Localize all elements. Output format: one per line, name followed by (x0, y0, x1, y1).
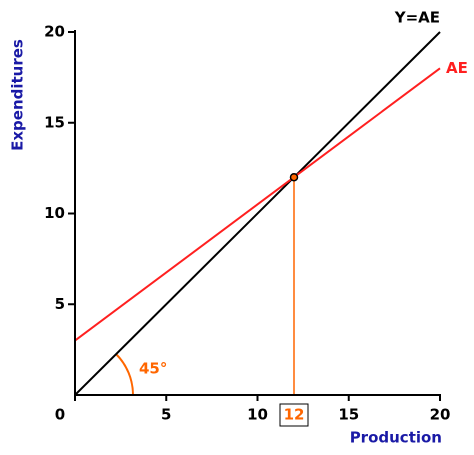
equilibrium-x-label: 12 (284, 406, 305, 424)
x-tick-label: 20 (430, 406, 451, 424)
x-tick-label: 15 (338, 406, 359, 424)
angle-arc (115, 353, 134, 396)
angle-label: 45° (139, 360, 167, 378)
y-tick-label: 20 (44, 23, 65, 41)
x-tick-label: 0 (55, 406, 65, 424)
x-tick-label: 5 (161, 406, 171, 424)
series-label: AE (446, 59, 468, 77)
series-label: Y=AE (394, 9, 440, 27)
y-tick-label: 10 (44, 204, 65, 222)
equilibrium-point (289, 172, 299, 182)
y-tick-label: 5 (55, 295, 65, 313)
series-line (74, 67, 441, 342)
x-tick-label: 10 (247, 406, 268, 424)
y-axis-label: Expenditures (9, 39, 27, 151)
x-axis-label: Production (350, 429, 442, 447)
y-tick-label: 15 (44, 113, 65, 131)
equilibrium-x-box (279, 403, 309, 427)
series-line (74, 31, 441, 396)
